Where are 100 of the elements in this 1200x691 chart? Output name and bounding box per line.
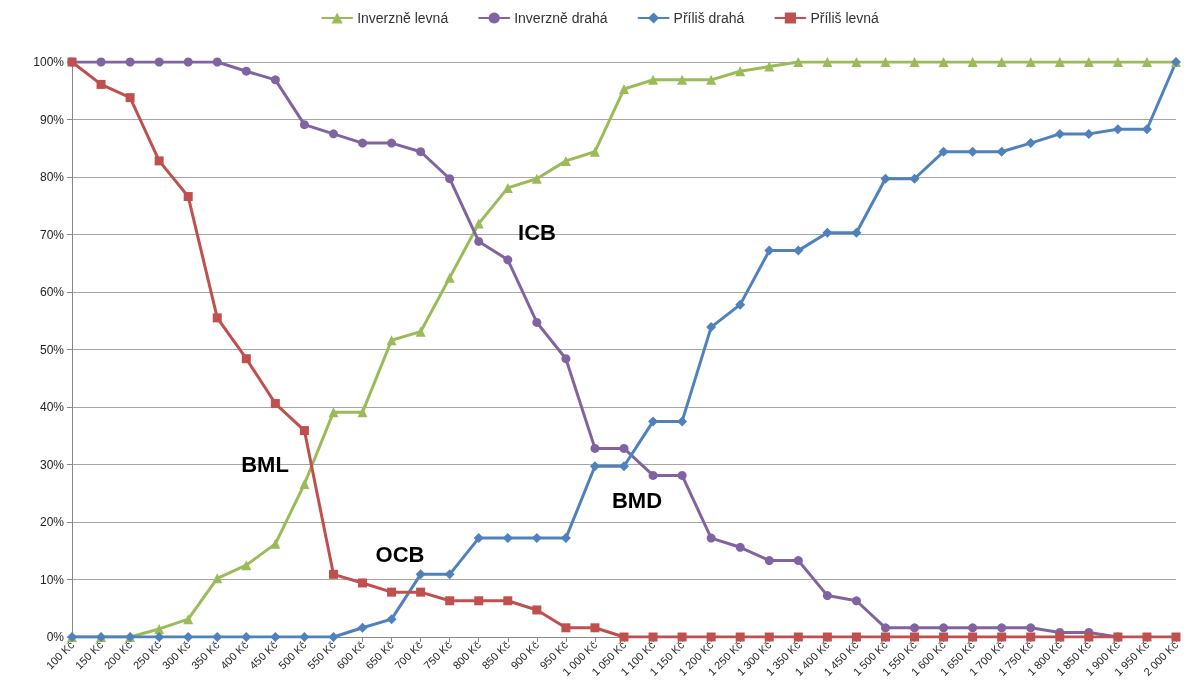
point <box>735 299 746 310</box>
point <box>299 479 310 490</box>
point <box>619 632 629 642</box>
point <box>328 129 338 139</box>
y-tick-label: 70% <box>39 227 65 242</box>
point <box>270 538 281 549</box>
point <box>793 57 804 67</box>
point <box>1112 124 1123 135</box>
point <box>183 614 194 625</box>
point <box>1026 623 1036 633</box>
point <box>822 591 832 601</box>
point <box>270 399 280 409</box>
y-tick-label: 50% <box>39 342 65 357</box>
point <box>532 605 542 615</box>
y-tick-label: 10% <box>39 572 65 587</box>
point <box>677 632 687 642</box>
point <box>619 461 629 472</box>
point <box>1084 632 1094 642</box>
point <box>503 255 513 265</box>
point <box>648 74 659 85</box>
point <box>996 57 1007 67</box>
point <box>561 623 571 633</box>
point <box>764 632 774 642</box>
point <box>358 138 368 148</box>
point <box>154 57 164 67</box>
point <box>967 57 978 67</box>
point <box>212 57 222 67</box>
point <box>880 623 890 633</box>
point <box>444 272 455 283</box>
point <box>910 623 920 633</box>
point <box>764 556 774 566</box>
point <box>967 146 978 157</box>
point <box>735 632 745 642</box>
y-tick-label: 90% <box>39 112 65 127</box>
point <box>357 407 368 418</box>
point <box>386 614 397 625</box>
point <box>677 416 688 427</box>
point <box>619 443 629 453</box>
point <box>1054 57 1065 67</box>
legend-label: Inverzně drahá <box>514 10 608 26</box>
point <box>328 407 339 418</box>
point <box>445 174 455 184</box>
point <box>154 623 165 634</box>
point <box>445 596 455 606</box>
point <box>822 57 833 67</box>
point <box>241 632 252 642</box>
point <box>880 632 890 642</box>
annotation: BMD <box>611 487 663 513</box>
point <box>590 443 600 453</box>
point <box>96 79 106 89</box>
point <box>997 623 1007 633</box>
point <box>328 569 338 579</box>
point <box>473 533 484 544</box>
point <box>909 173 920 184</box>
point <box>357 622 368 633</box>
point <box>822 227 833 238</box>
point <box>299 632 310 642</box>
point <box>1025 138 1036 149</box>
y-tick-label: 80% <box>39 170 65 184</box>
point <box>299 120 309 130</box>
point <box>125 93 135 103</box>
point <box>1142 632 1152 642</box>
point <box>387 587 397 597</box>
point <box>706 533 716 543</box>
point <box>1141 57 1152 67</box>
annotation: BML <box>241 451 289 477</box>
point <box>706 632 716 642</box>
point <box>939 623 949 633</box>
y-tick-label: 0% <box>46 630 65 644</box>
point <box>910 632 920 642</box>
point <box>1055 632 1065 642</box>
legend-label: Příliš drahá <box>673 10 745 26</box>
point <box>299 426 309 436</box>
y-tick-label: 30% <box>39 457 65 472</box>
point <box>938 57 949 67</box>
point <box>909 57 920 67</box>
point <box>793 556 803 566</box>
point <box>968 632 978 642</box>
point <box>938 146 949 157</box>
point <box>386 335 397 346</box>
point <box>125 57 135 67</box>
point <box>677 470 687 480</box>
point <box>851 57 862 67</box>
point <box>328 632 339 642</box>
point <box>212 573 223 584</box>
point <box>793 632 803 642</box>
point <box>154 156 164 166</box>
point <box>1054 128 1065 139</box>
point <box>590 623 600 633</box>
point <box>968 623 978 633</box>
point <box>997 632 1007 642</box>
point <box>735 542 745 552</box>
point <box>270 632 281 642</box>
point <box>561 354 571 364</box>
point <box>822 632 832 642</box>
point <box>415 326 426 337</box>
point <box>648 632 658 642</box>
annotation: OCB <box>375 541 425 567</box>
point <box>415 569 426 580</box>
point <box>241 560 252 571</box>
